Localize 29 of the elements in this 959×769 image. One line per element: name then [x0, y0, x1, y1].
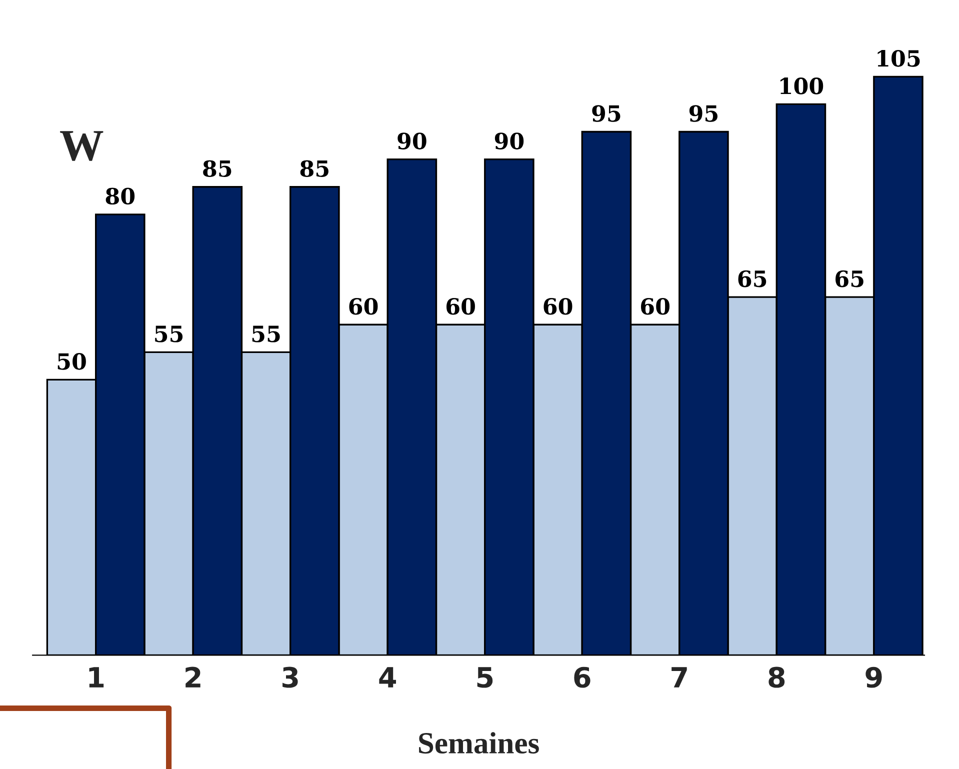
- data-label: 95: [592, 105, 620, 122]
- data-label: 50: [58, 353, 86, 370]
- data-label: 90: [494, 132, 524, 150]
- x-tick-label: 3: [282, 666, 298, 688]
- data-label: 60: [641, 298, 670, 315]
- x-axis-title: Semaines: [419, 732, 539, 754]
- data-label: 60: [446, 298, 475, 315]
- data-label: 95: [689, 105, 718, 122]
- data-label: 60: [349, 298, 378, 315]
- x-tick-label: 1: [89, 667, 104, 688]
- x-tick-label: 8: [768, 666, 785, 688]
- data-label: 55: [155, 326, 183, 342]
- data-label: 65: [738, 270, 766, 288]
- data-label: 90: [398, 132, 426, 150]
- data-label: 85: [203, 160, 232, 178]
- x-tick-label: 7: [672, 667, 687, 688]
- data-label: 80: [106, 188, 135, 205]
- x-tick-label: 2: [186, 666, 200, 688]
- x-tick-label: 4: [379, 667, 396, 688]
- x-tick-label: 9: [866, 666, 882, 688]
- data-label: 85: [300, 160, 328, 178]
- data-label: 105: [878, 50, 920, 67]
- x-tick-label: 6: [574, 666, 590, 688]
- x-tick-label: 5: [477, 667, 493, 688]
- y-axis-title: W: [60, 131, 104, 161]
- data-label: 100: [780, 78, 824, 94]
- data-label: 55: [252, 326, 280, 342]
- data-label: 65: [836, 270, 864, 288]
- data-label: 60: [544, 298, 572, 315]
